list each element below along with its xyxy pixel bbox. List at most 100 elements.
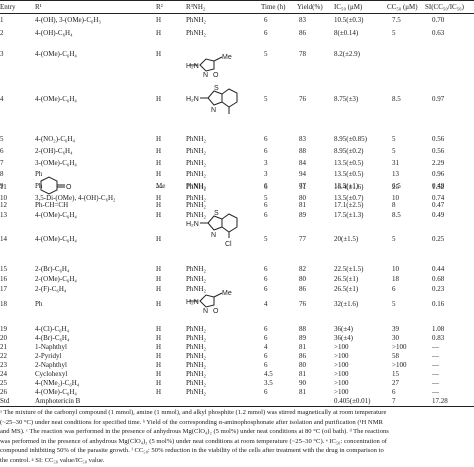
n-label-2: N (203, 308, 208, 315)
top-rule (0, 0, 474, 1)
methyl-label-2: Me (222, 290, 232, 297)
cell-entry: 13 (0, 211, 7, 219)
cell-yield: 86 (299, 352, 306, 360)
cell-r3: PhNH₂ (186, 194, 206, 202)
cell-r1: Cyclohexyl (35, 370, 68, 378)
cell-si: — (432, 343, 439, 351)
cell-time: 4.5 (264, 370, 273, 378)
cell-r3: PhNH₂ (186, 370, 206, 378)
header-entry: Entry (0, 3, 16, 11)
cell-r3: PhNH₂ (186, 211, 206, 219)
cell-entry: 15 (0, 265, 7, 273)
cell-r3: PhNH₂ (186, 147, 206, 155)
cell-yield: 80 (299, 275, 306, 283)
cell-cc50: 5 (392, 300, 396, 308)
cell-ic50: 10.5(±0.3) (334, 16, 364, 24)
cell-r2: H (156, 201, 162, 209)
cell-si: 2.29 (432, 159, 445, 167)
cell-r2: H (156, 50, 162, 58)
cell-yield: 89 (299, 211, 306, 219)
cell-r1: 4-(NO₂)-C₆H₄ (35, 135, 75, 143)
cell-si: 0.96 (432, 170, 445, 178)
cell-entry: 17 (0, 285, 7, 293)
cell-cc50: >100 (392, 343, 407, 351)
n-label: N (203, 72, 208, 79)
cell-cc50: 5 (392, 235, 396, 243)
cell-yield: 77 (299, 182, 306, 190)
cell-time: 3 (264, 159, 268, 167)
cell-r3: PhNH₂ (186, 275, 206, 283)
cell-entry: 4 (0, 95, 4, 103)
cell-yield: 76 (299, 300, 306, 308)
cell-entry: 2 (0, 29, 4, 37)
cell-r2: H (156, 300, 162, 308)
cell-ic50: 16.4(±1.6) (334, 183, 364, 191)
cell-r1: 1-Naphthyl (35, 343, 67, 351)
cell-si: 0.25 (432, 235, 445, 243)
cell-r3: PhNH₂ (186, 170, 206, 178)
cell-entry: 5 (0, 135, 4, 143)
cell-r1: 3,5-Di-(OMe), 4-(OH)-C₆H₂ (35, 194, 116, 202)
cell-si: — (432, 361, 439, 369)
cell-time: 6 (264, 16, 268, 24)
cell-entry: 20 (0, 334, 7, 342)
cell-r2: H (156, 361, 162, 369)
cell-ic50: >100 (334, 379, 349, 387)
cell-time: 6 (264, 147, 268, 155)
cell-si: 0.16 (432, 300, 445, 308)
cell-entry: 8 (0, 170, 4, 178)
chloro-cl-label: Cl (225, 241, 232, 248)
cell-r1: 2-(Br)-C₆H₄ (35, 265, 70, 273)
cell-r2: H (156, 235, 162, 243)
cell-cc50: 18 (392, 275, 399, 283)
cell-si: 0.63 (432, 29, 445, 37)
cell-si: 0.23 (432, 285, 445, 293)
cell-cc50: 6 (392, 388, 396, 396)
cell-cc50: 27 (392, 379, 399, 387)
cell-ic50: 17.1(±2.5) (334, 201, 364, 209)
cell-r1: Amphotericin B (35, 397, 81, 405)
methyl-label: Me (222, 54, 232, 61)
cell-ic50: >100 (334, 352, 349, 360)
cell-si: 0.56 (432, 147, 445, 155)
cell-r1: 4-(OMe)-C₆H₄ (35, 50, 77, 58)
cell-cc50: >100 (392, 361, 407, 369)
cell-r1: 3-(OMe)-C₆H₄ (35, 159, 77, 167)
footnote-line: (~25–30 °C) under neat conditions for sp… (0, 418, 383, 426)
cell-time: 6 (264, 201, 268, 209)
cell-cc50: 15 (392, 370, 399, 378)
cell-entry: Std (0, 397, 10, 405)
cell-entry: 6 (0, 147, 4, 155)
isoxazole-amine-structure-icon-2: H₂N Me N O (186, 290, 232, 315)
cell-r2: H (156, 343, 162, 351)
cell-ic50: 32(±1.6) (334, 300, 359, 308)
chloro-n-label: N (211, 232, 216, 239)
cell-si: 0.47 (432, 201, 445, 209)
cell-time: 5 (264, 194, 268, 202)
cell-r3: PhNH₂ (186, 265, 206, 273)
cell-yield: 80 (299, 361, 306, 369)
nh2-label: H₂N (186, 63, 199, 70)
cell-si: 1.08 (432, 325, 445, 333)
benzothiazole-s-label: S (214, 85, 219, 92)
cell-cc50: 8.5 (392, 95, 401, 103)
cell-cc50: 13 (392, 170, 399, 178)
o-label: O (213, 72, 219, 79)
header-cc50: CC₅₀ (μM) (387, 3, 418, 11)
cell-time: 6 (264, 135, 268, 143)
cell-entry: 21 (0, 343, 7, 351)
cell-yield: 81 (299, 370, 306, 378)
cell-r2: H (156, 352, 162, 360)
header-si: SI(CC₅₀/IC₅₀) (425, 3, 464, 11)
o-label-2: O (213, 308, 219, 315)
cell-r1: 4-(OMe)-C₆H₄ (35, 388, 77, 396)
cell-ic50: >100 (334, 361, 349, 369)
cell-entry: 23 (0, 361, 7, 369)
cell-r2: H (156, 211, 162, 219)
cell-yield: 81 (299, 201, 306, 209)
cell-r2: H (156, 159, 162, 167)
cell-ic50: 36(±4) (334, 334, 354, 342)
cell-time: 5 (264, 95, 268, 103)
cell-r1: Ph (35, 182, 43, 190)
cell-ic50: >100 (334, 343, 349, 351)
